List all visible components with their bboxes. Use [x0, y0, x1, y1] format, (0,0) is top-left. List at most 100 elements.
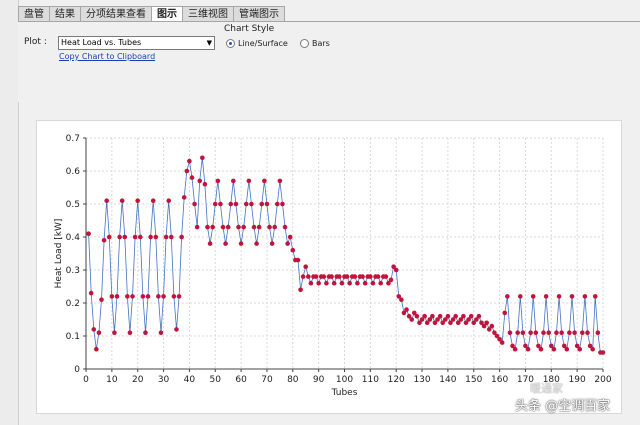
data-point — [437, 313, 443, 319]
data-point — [406, 313, 412, 319]
data-point — [254, 241, 259, 246]
data-point — [411, 310, 417, 316]
data-point — [161, 294, 166, 299]
x-tick-label: 10 — [106, 375, 118, 385]
data-point — [507, 330, 513, 335]
data-point — [368, 274, 373, 279]
data-point — [187, 158, 192, 164]
data-point — [517, 294, 523, 299]
data-point — [215, 178, 221, 184]
watermark: 头条 @空调百家 — [515, 399, 611, 414]
data-point — [112, 330, 117, 335]
tab-tube-end[interactable]: 管端图示 — [233, 6, 285, 21]
data-point — [94, 346, 99, 352]
radio-selected-icon — [226, 39, 235, 48]
y-tick-label: 0 — [74, 365, 80, 375]
data-point — [132, 234, 138, 240]
data-point — [440, 320, 446, 326]
data-point — [512, 346, 518, 352]
data-point — [466, 317, 471, 322]
data-point — [251, 224, 257, 230]
data-point — [471, 320, 477, 326]
data-point — [96, 330, 102, 335]
data-point — [391, 264, 396, 269]
data-point — [316, 280, 321, 286]
data-point — [525, 346, 531, 352]
data-point — [370, 280, 376, 286]
y-tick-label: 0.1 — [66, 332, 80, 342]
data-point — [450, 317, 456, 322]
radio-bars[interactable]: Bars — [300, 39, 330, 48]
x-tick-label: 60 — [235, 375, 247, 385]
x-tick-label: 80 — [287, 375, 299, 385]
data-point — [461, 313, 466, 319]
y-tick-label: 0.3 — [66, 266, 80, 276]
data-point — [163, 234, 169, 240]
data-point — [218, 201, 223, 207]
x-tick-label: 180 — [543, 375, 560, 385]
data-point — [422, 313, 427, 319]
data-point — [282, 224, 288, 230]
data-point — [145, 294, 151, 299]
radio-line-surface-label: Line/Surface — [238, 39, 288, 48]
data-point — [194, 224, 200, 230]
data-point — [592, 294, 598, 299]
data-point — [489, 323, 495, 329]
data-point — [401, 310, 407, 316]
data-point — [127, 330, 133, 335]
plot-label: Plot : — [24, 37, 47, 47]
x-axis-label: Tubes — [331, 388, 358, 398]
data-point — [179, 234, 184, 240]
data-point — [530, 294, 536, 299]
plot-select[interactable]: Heat Load vs. Tubes ▼ — [58, 36, 215, 50]
data-point — [287, 234, 293, 240]
tab-item-results[interactable]: 分项结果查看 — [80, 6, 152, 21]
data-point — [595, 330, 601, 335]
x-tick-label: 110 — [362, 375, 379, 385]
data-point — [396, 294, 402, 299]
data-point — [272, 224, 278, 230]
data-point — [200, 155, 205, 161]
data-point — [443, 317, 448, 322]
data-point — [189, 175, 195, 180]
data-point — [236, 224, 241, 230]
data-point — [484, 320, 489, 326]
data-point — [419, 317, 425, 322]
data-point — [205, 224, 210, 230]
data-point — [106, 234, 112, 240]
data-point — [212, 201, 218, 207]
tab-coil[interactable]: 盘管 — [18, 6, 50, 21]
data-point — [295, 257, 301, 263]
data-point — [171, 294, 177, 299]
data-point — [515, 330, 520, 335]
data-point — [510, 343, 515, 349]
data-point — [352, 274, 358, 279]
watermark-secondary: 暖通家 — [530, 382, 563, 395]
data-point — [256, 224, 262, 230]
data-point — [533, 330, 539, 335]
x-tick-label: 160 — [491, 375, 508, 385]
data-point — [502, 310, 508, 316]
data-point — [536, 343, 541, 349]
tab-chart[interactable]: 图示 — [151, 6, 183, 22]
data-point — [445, 313, 451, 319]
data-point — [393, 267, 399, 273]
tab-3d-view[interactable]: 三维视图 — [182, 6, 234, 21]
data-point — [561, 343, 567, 349]
copy-chart-link[interactable]: Copy Chart to Clipboard — [59, 52, 156, 61]
data-point — [430, 313, 435, 319]
radio-line-surface[interactable]: Line/Surface — [226, 39, 288, 48]
data-point — [492, 330, 497, 335]
data-point — [228, 201, 234, 207]
data-point — [259, 201, 265, 207]
data-point — [280, 201, 285, 207]
data-point — [243, 201, 249, 207]
data-point — [119, 198, 125, 203]
heat-load-chart: 0 10 20 30 40 50 60 70 80 90 100 110 120 130 140 150 160… — [54, 134, 612, 398]
data-point — [499, 340, 505, 345]
y-tick-label: 0.6 — [66, 167, 81, 177]
data-point — [549, 343, 554, 349]
tab-results[interactable]: 结果 — [49, 6, 81, 21]
data-point — [383, 274, 389, 279]
chevron-down-icon: ▼ — [206, 39, 212, 47]
